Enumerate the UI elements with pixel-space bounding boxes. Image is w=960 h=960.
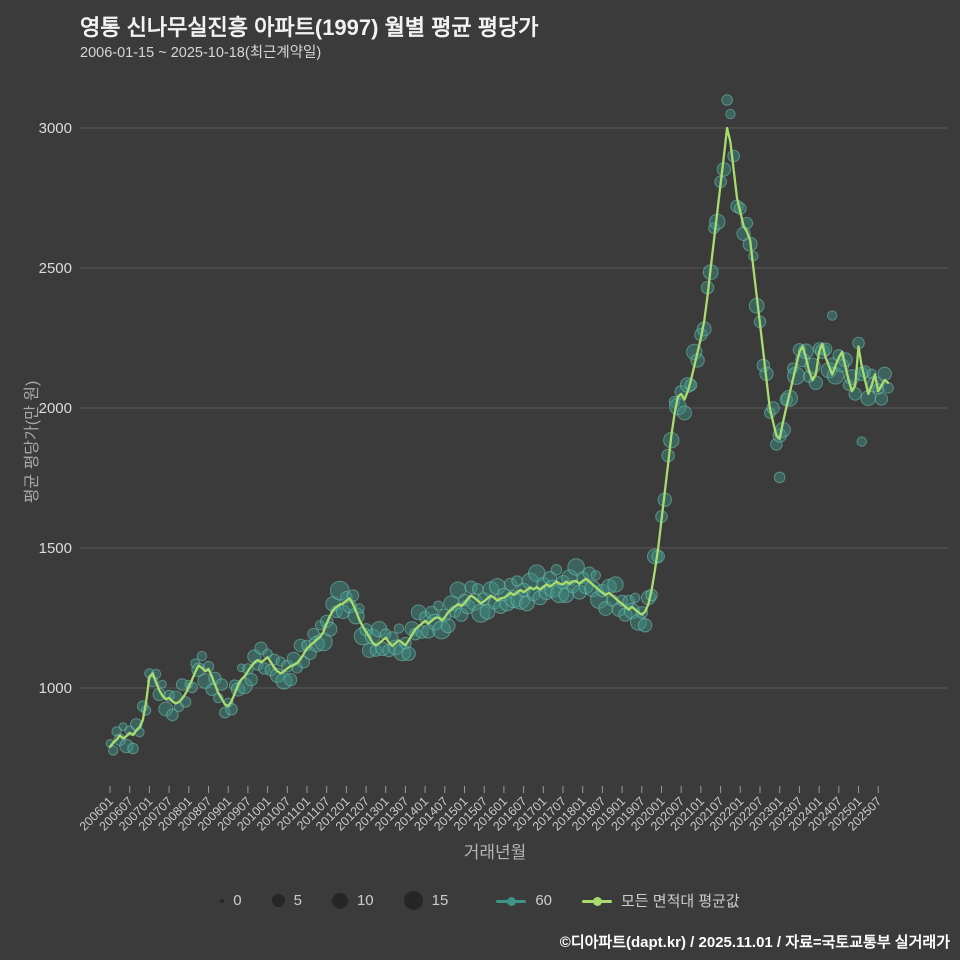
y-tick-label: 2000 [39, 400, 72, 417]
size-dot-icon [331, 892, 348, 909]
data-bubble[interactable] [773, 471, 786, 484]
data-bubble[interactable] [576, 571, 590, 585]
data-bubble[interactable] [622, 594, 636, 608]
footer-credit: ©디아파트(dapt.kr) / 2025.11.01 / 자료=국토교통부 실… [559, 934, 950, 951]
data-bubble[interactable] [293, 638, 308, 653]
data-bubble[interactable] [856, 436, 867, 447]
data-bubble[interactable] [590, 570, 601, 581]
data-bubble[interactable] [393, 623, 405, 634]
data-bubble[interactable] [635, 606, 649, 619]
data-bubble[interactable] [275, 656, 286, 667]
data-bubble[interactable] [877, 366, 892, 381]
data-bubble[interactable] [127, 742, 139, 755]
data-bubble[interactable] [607, 576, 624, 593]
data-bubble[interactable] [244, 672, 258, 687]
data-bubble[interactable] [401, 646, 416, 661]
data-bubble[interactable] [440, 618, 456, 634]
data-bubble[interactable] [196, 650, 208, 662]
data-bubble[interactable] [827, 310, 838, 321]
x-axis-title: 거래년월 [463, 843, 527, 862]
legend-series-60[interactable]: 60 [496, 892, 552, 909]
data-bubble[interactable] [119, 738, 134, 754]
teal-line-icon [496, 894, 527, 908]
legend-size-5: 5 [271, 892, 302, 909]
chart-subtitle: 2006-01-15 ~ 2025-10-18(최근계약일) [80, 45, 322, 61]
legend-size-0: 0 [220, 892, 242, 909]
data-bubble[interactable] [721, 94, 733, 106]
data-bubble[interactable] [637, 618, 653, 633]
data-bubble[interactable] [677, 405, 692, 421]
y-tick-label: 2500 [39, 260, 72, 277]
legend-size-label: 5 [293, 892, 302, 909]
data-bubble[interactable] [582, 566, 596, 580]
size-dot-icon [403, 891, 423, 910]
data-bubble[interactable] [567, 558, 585, 576]
data-bubble[interactable] [158, 679, 167, 689]
size-dot-icon [220, 898, 225, 903]
data-bubble[interactable] [727, 149, 741, 163]
legend-size-label: 0 [233, 892, 242, 909]
legend-series-average[interactable]: 모든 면적대 평균값 [582, 890, 740, 911]
data-bubble[interactable] [166, 708, 179, 722]
data-bubble[interactable] [503, 577, 518, 592]
data-bubble[interactable] [630, 592, 641, 603]
size-dot-icon [271, 894, 285, 907]
data-bubble[interactable] [874, 392, 889, 406]
data-bubble[interactable] [108, 745, 119, 756]
data-bubble[interactable] [550, 564, 563, 576]
data-bubble[interactable] [882, 382, 894, 394]
data-bubble[interactable] [542, 571, 558, 586]
data-bubble[interactable] [471, 583, 484, 595]
y-axis-title: 평균 평당가(만 원) [24, 380, 41, 504]
data-bubble[interactable] [202, 660, 215, 673]
y-tick-label: 1000 [39, 680, 72, 697]
data-bubble[interactable] [283, 672, 298, 687]
chart-title: 영통 신나무실진흥 아파트(1997) 월별 평균 평당가 [80, 15, 539, 40]
y-tick-label: 1500 [39, 540, 72, 557]
chart-legend: 0 5 10 15 60 모든 면적대 평균값 [0, 890, 960, 911]
legend-size-label: 10 [356, 892, 374, 909]
data-bubble[interactable] [219, 706, 231, 719]
data-bubble[interactable] [725, 108, 736, 120]
legend-size-10: 10 [331, 892, 374, 909]
average-line [108, 126, 890, 748]
green-line-icon [582, 894, 612, 908]
data-bubble[interactable] [464, 580, 478, 594]
y-tick-label: 3000 [39, 120, 72, 137]
data-bubble[interactable] [433, 600, 444, 611]
legend-size-label: 15 [431, 892, 449, 909]
data-bubble[interactable] [770, 438, 783, 451]
legend-size-15: 15 [403, 891, 449, 910]
legend-series-label: 모든 면적대 평균값 [621, 893, 740, 910]
legend-series-label: 60 [535, 892, 552, 909]
data-bubble[interactable] [532, 590, 548, 606]
